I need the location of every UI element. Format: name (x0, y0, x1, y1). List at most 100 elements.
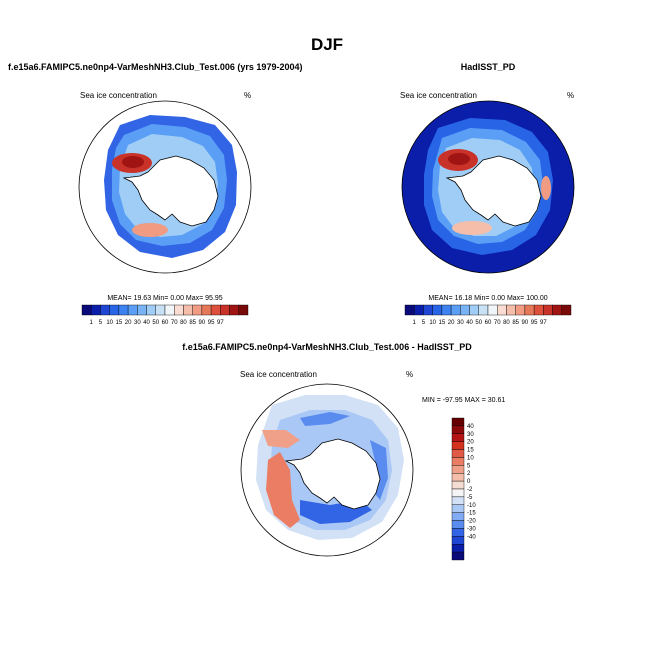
colorbar-tick-label: 15 (439, 320, 446, 326)
colorbar-swatch (155, 304, 166, 316)
colorbar-swatch (451, 449, 465, 458)
panel-model-units: % (244, 91, 251, 100)
obs-ross-ice (452, 221, 492, 235)
colorbar-tick-label: 5 (422, 320, 426, 326)
colorbar-tick-label: -20 (467, 519, 476, 525)
colorbar-tick-label: -40 (467, 534, 476, 540)
colorbar-swatch (220, 304, 230, 316)
colorbar-swatch (137, 304, 147, 316)
colorbar-tick-label: 30 (134, 320, 141, 326)
diff-positive-bias (266, 452, 300, 528)
colorbar-swatch (183, 304, 193, 316)
colorbar-swatch (460, 304, 470, 316)
colorbar-swatch (174, 304, 184, 316)
colorbar-tick-label: 97 (217, 320, 224, 326)
colorbar-tick-label: 50 (475, 320, 482, 326)
colorbar-swatch (451, 457, 465, 466)
colorbar-swatch (109, 304, 120, 316)
colorbar-swatch (450, 304, 461, 316)
colorbar-swatch (100, 304, 110, 316)
colorbar-swatch (451, 528, 465, 537)
colorbar-swatch (404, 304, 415, 316)
panel-obs-title: HadISST_PD (461, 62, 516, 72)
colorbar-tick-label: 97 (540, 320, 547, 326)
colorbar-tick-label: 90 (522, 320, 529, 326)
colorbar-tick-label: 40 (467, 424, 474, 430)
colorbar-swatch (451, 520, 465, 529)
colorbar-swatch (515, 304, 526, 316)
colorbar-swatch (451, 425, 465, 434)
colorbar-swatch (414, 304, 424, 316)
colorbar-swatch (524, 304, 535, 316)
colorbar-swatch (423, 304, 433, 316)
colorbar-swatch (552, 304, 562, 316)
panel-obs: HadISST_PD Sea ice concentration % MEAN=… (400, 62, 575, 326)
colorbar-tick-label: 80 (503, 320, 510, 326)
panel-model-colorbar: 1 5 10 15 20 30 40 50 60 70 80 85 90 95 97 (81, 304, 249, 326)
colorbar-tick-label: 5 (467, 463, 471, 469)
colorbar-tick-label: 95 (208, 320, 215, 326)
obs-antarctica (445, 155, 542, 227)
colorbar-tick-label: 20 (125, 320, 132, 326)
colorbar-swatch (451, 433, 465, 442)
panel-model-left-label: Sea ice concentration (80, 91, 157, 100)
panel-model-title: f.e15a6.FAMIPC5.ne0np4-VarMeshNH3.Club_T… (8, 62, 302, 72)
panel-diff-title: f.e15a6.FAMIPC5.ne0np4-VarMeshNH3.Club_T… (182, 342, 472, 352)
colorbar-swatch (451, 551, 465, 561)
colorbar-tick-label: 85 (189, 320, 196, 326)
panel-obs-left-label: Sea ice concentration (400, 91, 477, 100)
colorbar-tick-label: 70 (171, 320, 178, 326)
colorbar-swatch (451, 465, 465, 474)
colorbar-tick-label: 15 (116, 320, 123, 326)
colorbar-tick-label: -10 (467, 503, 476, 509)
colorbar-tick-label: 1 (90, 320, 94, 326)
colorbar-tick-label: 20 (467, 440, 474, 446)
colorbar-swatch (451, 544, 465, 553)
colorbar-swatch (451, 488, 465, 498)
colorbar-swatch (91, 304, 101, 316)
colorbar-tick-label: 95 (531, 320, 538, 326)
colorbar-swatch (192, 304, 203, 316)
colorbar-tick-label: 10 (467, 455, 474, 461)
colorbar-swatch (127, 304, 138, 316)
colorbar-tick-label: 2 (467, 471, 471, 477)
colorbar-swatch (146, 304, 156, 316)
colorbar-tick-label: 60 (485, 320, 492, 326)
colorbar-tick-label: 60 (162, 320, 169, 326)
colorbar-swatch (561, 304, 572, 316)
colorbar-swatch (210, 304, 221, 316)
colorbar-tick-label: -15 (467, 511, 476, 517)
colorbar-tick-label: -2 (467, 487, 473, 493)
colorbar-swatch (451, 417, 465, 427)
colorbar-swatch (201, 304, 212, 316)
colorbar-swatch (451, 496, 465, 505)
colorbar-tick-label: 40 (143, 320, 150, 326)
colorbar-tick-label: 1 (413, 320, 417, 326)
colorbar-swatch (487, 304, 498, 316)
panel-model: f.e15a6.FAMIPC5.ne0np4-VarMeshNH3.Club_T… (8, 62, 302, 326)
panel-model-map (79, 101, 251, 273)
panel-obs-colorbar: 1 5 10 15 20 30 40 50 60 70 80 85 90 95 97 (404, 304, 572, 326)
colorbar-swatch (543, 304, 553, 316)
colorbar-swatch (451, 473, 465, 482)
colorbar-tick-label: 5 (99, 320, 103, 326)
model-antarctica (122, 155, 219, 227)
colorbar-tick-label: 40 (466, 320, 473, 326)
panel-diff: f.e15a6.FAMIPC5.ne0np4-VarMeshNH3.Club_T… (182, 342, 505, 561)
colorbar-swatch (164, 304, 175, 316)
colorbar-tick-label: 85 (512, 320, 519, 326)
colorbar-tick-label: 70 (494, 320, 501, 326)
colorbar-swatch (506, 304, 516, 316)
colorbar-tick-label: 50 (152, 320, 159, 326)
panel-obs-stats: MEAN= 16.18 Min= 0.00 Max= 100.00 (428, 295, 547, 302)
colorbar-tick-label: 80 (180, 320, 187, 326)
colorbar-tick-label: 20 (448, 320, 455, 326)
colorbar-tick-label: 15 (467, 448, 474, 454)
colorbar-tick-label: -5 (467, 495, 473, 501)
panel-model-stats: MEAN= 19.63 Min= 0.00 Max= 95.95 (107, 295, 222, 302)
colorbar-tick-label: 90 (199, 320, 206, 326)
colorbar-tick-label: 30 (457, 320, 464, 326)
colorbar-swatch (451, 512, 465, 521)
